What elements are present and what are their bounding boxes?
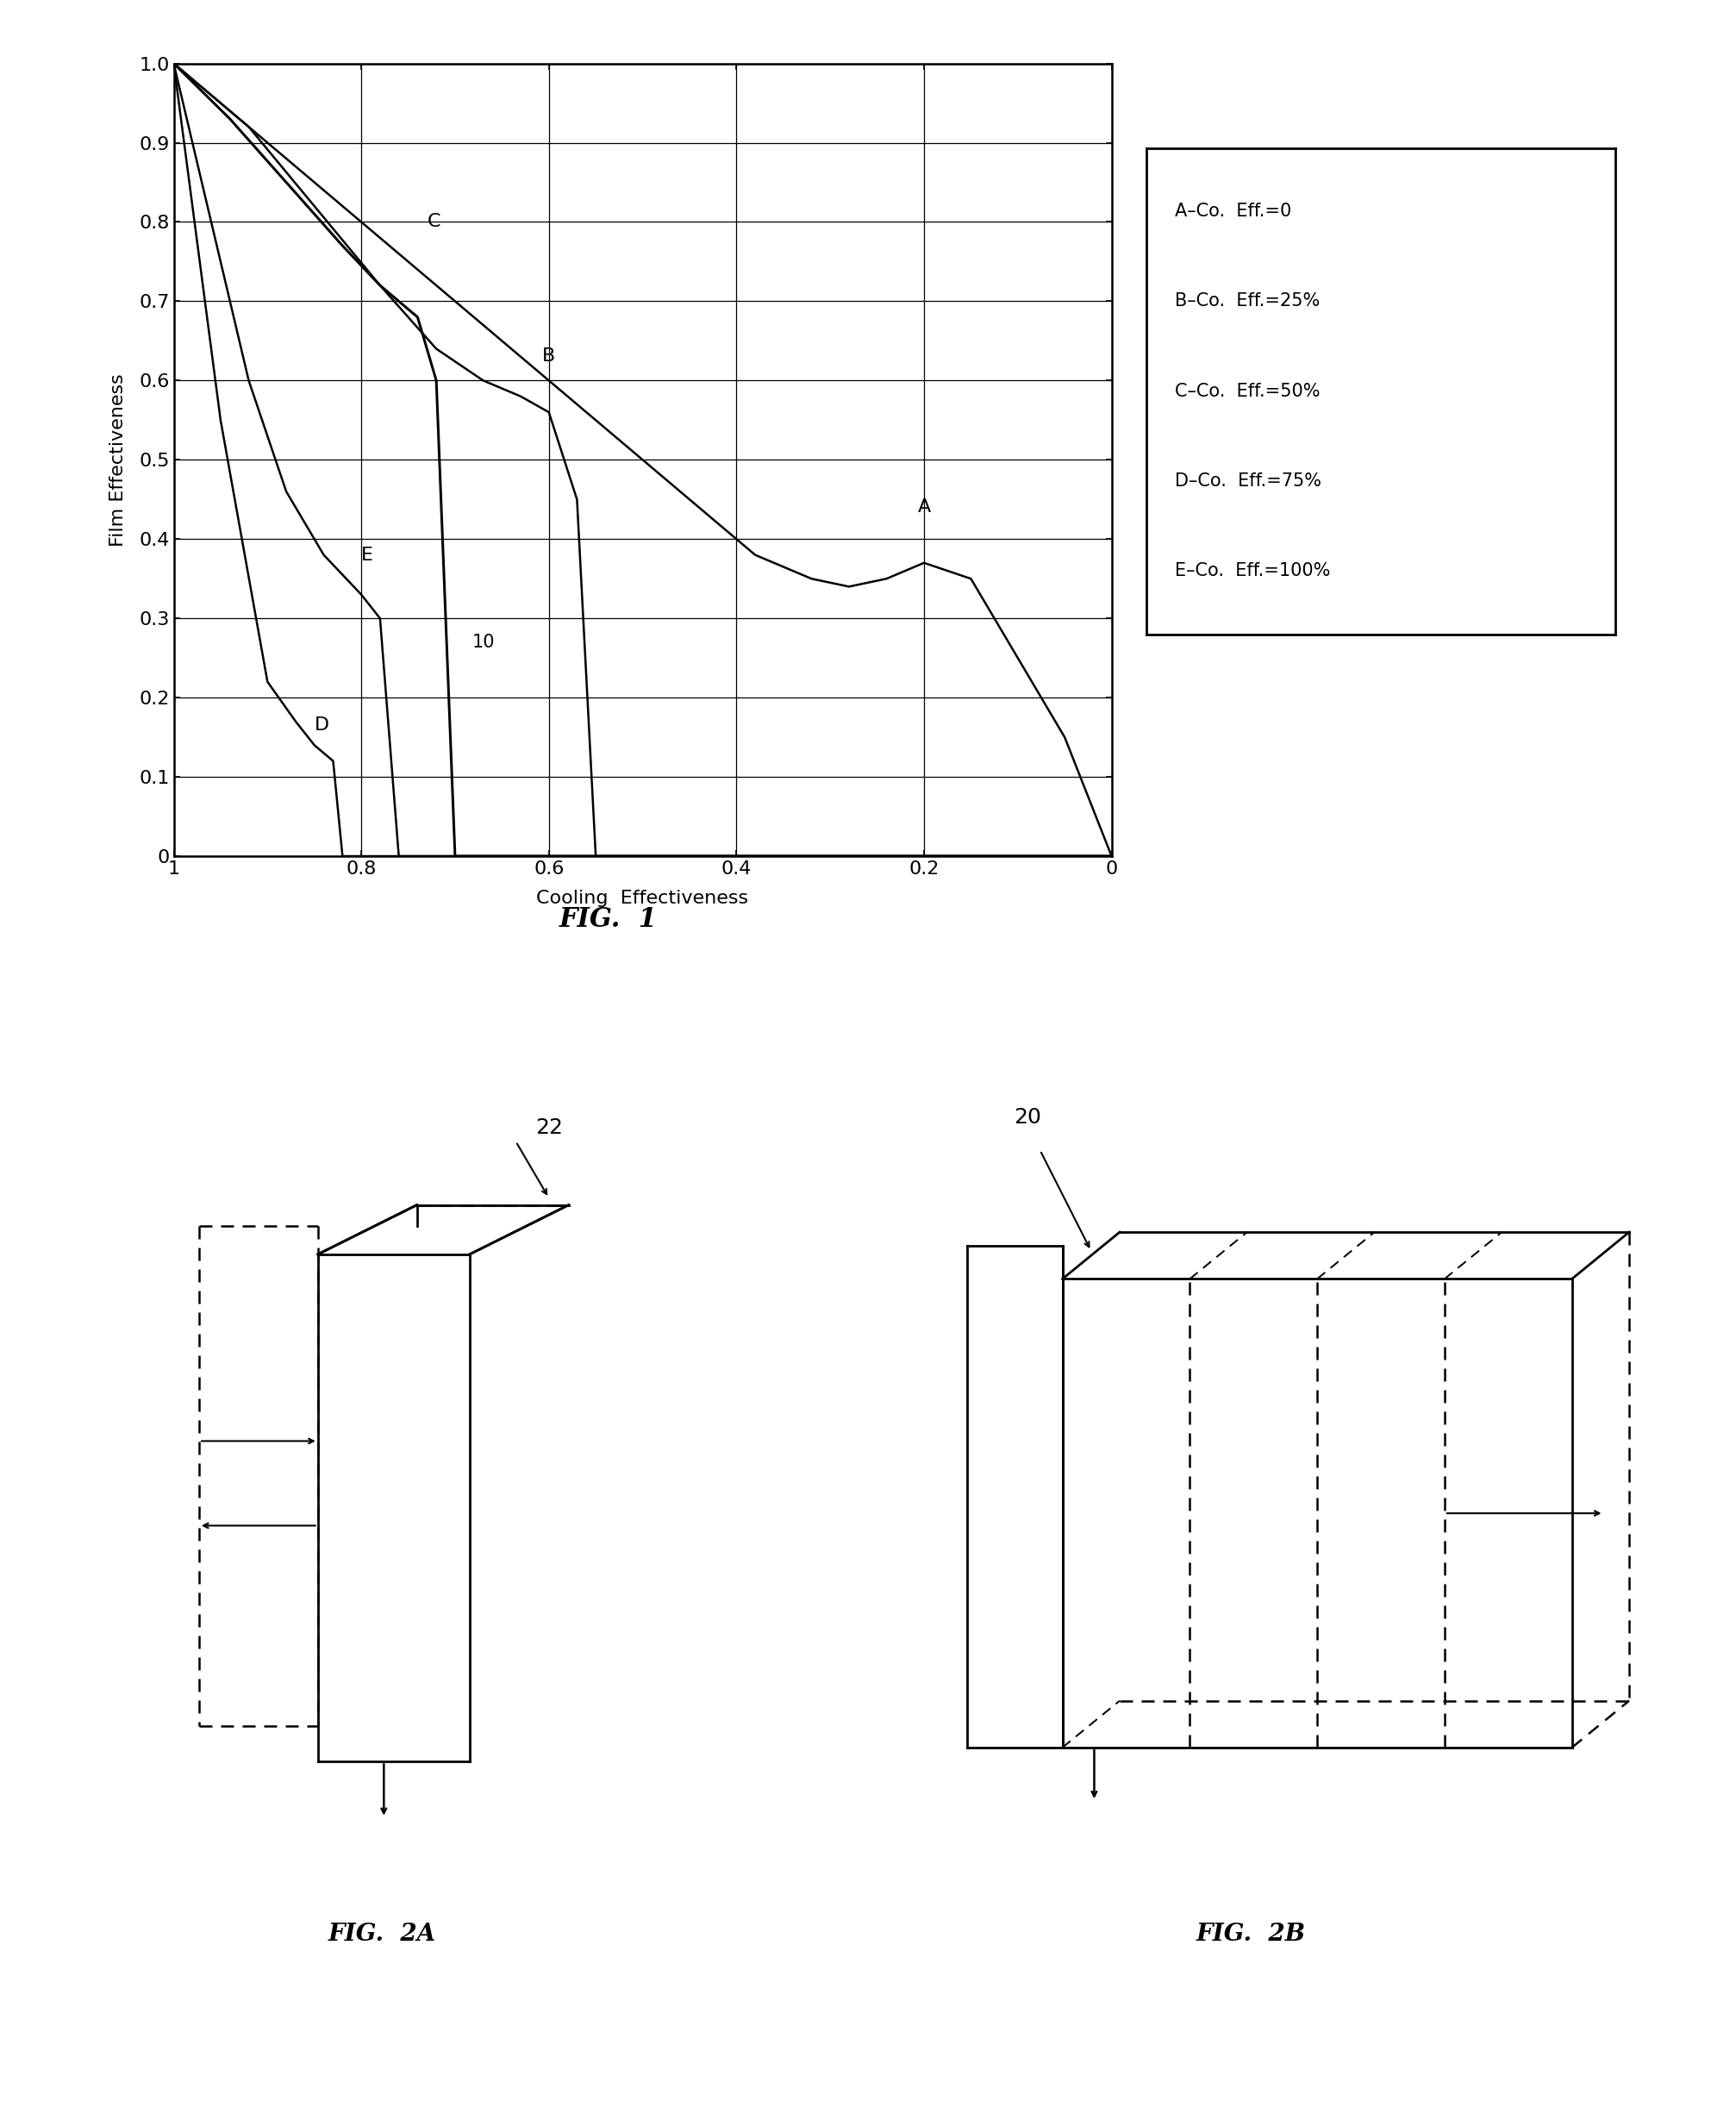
Text: 20: 20 [1014, 1106, 1040, 1127]
Text: A–Co.  Eff.=0: A–Co. Eff.=0 [1174, 203, 1290, 220]
Text: 10: 10 [472, 634, 495, 651]
Text: FIG.  2B: FIG. 2B [1194, 1922, 1305, 1947]
Text: A: A [917, 499, 930, 516]
Text: D–Co.  Eff.=75%: D–Co. Eff.=75% [1174, 471, 1321, 490]
Text: C–Co.  Eff.=50%: C–Co. Eff.=50% [1174, 383, 1319, 400]
Text: FIG.  2A: FIG. 2A [328, 1922, 436, 1947]
Text: B–Co.  Eff.=25%: B–Co. Eff.=25% [1174, 292, 1319, 311]
Text: C: C [427, 214, 439, 230]
Text: E: E [361, 545, 373, 564]
X-axis label: Cooling  Effectiveness: Cooling Effectiveness [536, 890, 748, 907]
Text: D: D [314, 717, 328, 734]
Text: FIG.  1: FIG. 1 [559, 907, 656, 932]
Text: B: B [542, 347, 556, 364]
Y-axis label: Film Effectiveness: Film Effectiveness [109, 374, 127, 545]
Text: 22: 22 [535, 1116, 562, 1137]
Text: E–Co.  Eff.=100%: E–Co. Eff.=100% [1174, 562, 1330, 579]
